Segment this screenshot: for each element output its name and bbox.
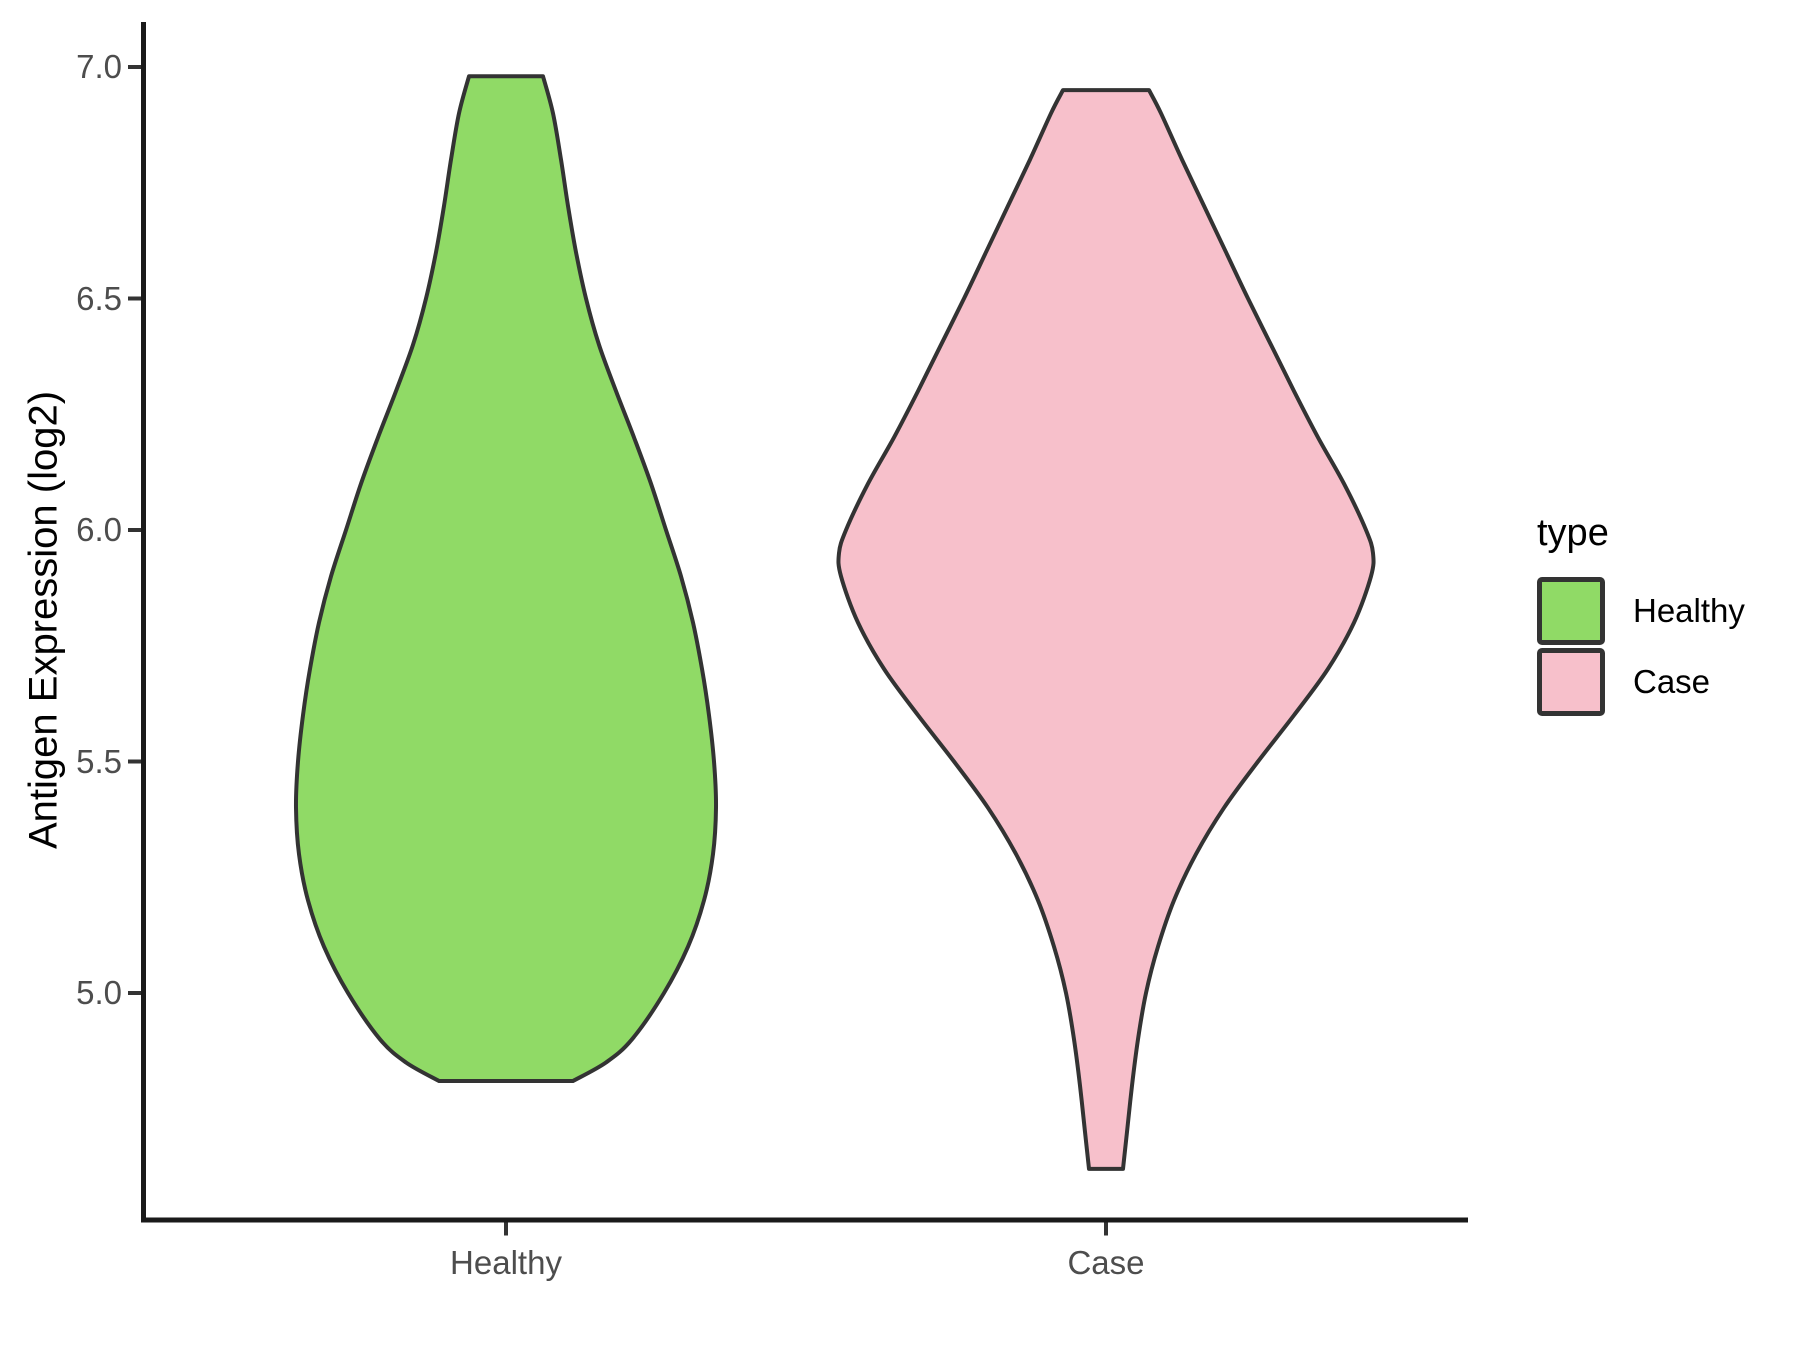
x-tick-label-healthy: Healthy [450,1244,562,1281]
violin-case [836,88,1376,1171]
y-tick-label: 7.0 [76,48,122,85]
legend-item-label: Healthy [1633,592,1745,629]
legend-item-case: Case [1537,648,1745,716]
y-tick-label: 6.5 [76,279,122,317]
y-tick-label: 5.5 [76,742,122,780]
legend-swatch-healthy [1537,577,1605,645]
violin-healthy [293,74,719,1083]
y-tick-label: 5.0 [76,974,122,1011]
legend-item-healthy: Healthy [1537,577,1745,645]
legend-item-label: Case [1633,663,1711,700]
legend-swatch-case [1537,648,1605,716]
y-tick-label: 6.0 [76,511,122,548]
legend-items: Healthy Case [1537,577,1745,716]
legend-title: type [1537,512,1609,554]
x-tick-label-case: Case [1067,1244,1145,1281]
legend: type Healthy Case [1537,512,1745,719]
